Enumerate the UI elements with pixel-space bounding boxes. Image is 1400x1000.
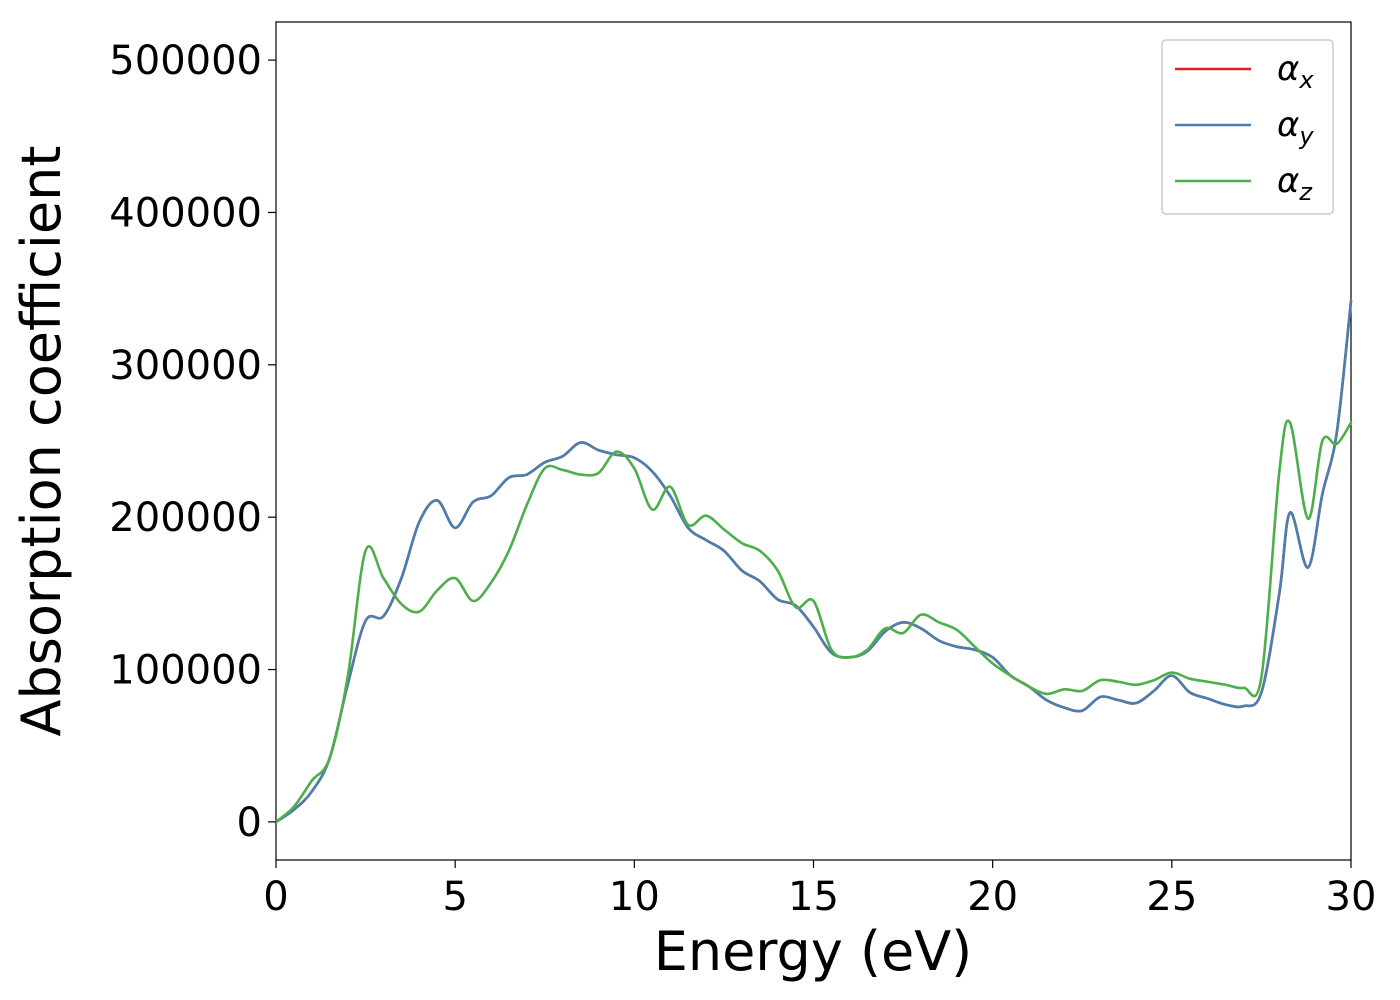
series-line-y bbox=[274, 299, 1353, 824]
x-tick-label: 30 bbox=[1326, 874, 1377, 920]
legend-box bbox=[1161, 39, 1334, 215]
legend-label-y: αy bbox=[1277, 105, 1314, 150]
x-tick-label: 20 bbox=[967, 874, 1018, 920]
x-tick-label: 0 bbox=[263, 874, 288, 920]
y-axis-ticks: 0 100000 200000 300000 400000 500000 bbox=[109, 38, 276, 846]
legend-label-z: αz bbox=[1277, 161, 1313, 206]
series-layer bbox=[274, 299, 1353, 824]
legend-label-x: αx bbox=[1277, 49, 1314, 94]
y-tick-label: 500000 bbox=[109, 38, 262, 84]
x-tick-label: 25 bbox=[1146, 874, 1197, 920]
x-axis-ticks: 0 5 10 15 20 25 30 bbox=[263, 860, 1376, 920]
y-tick-label: 0 bbox=[237, 800, 262, 846]
y-tick-label: 300000 bbox=[109, 343, 262, 389]
series-line-z bbox=[274, 419, 1353, 824]
x-axis-title: Energy (eV) bbox=[654, 920, 973, 983]
y-tick-label: 200000 bbox=[109, 495, 262, 541]
x-tick-label: 5 bbox=[442, 874, 467, 920]
x-tick-label: 10 bbox=[609, 874, 660, 920]
legend: αx αy αz bbox=[1161, 39, 1334, 215]
x-tick-label: 15 bbox=[788, 874, 839, 920]
y-tick-label: 400000 bbox=[109, 190, 262, 236]
y-tick-label: 100000 bbox=[109, 648, 262, 694]
y-axis-title: Absorption coefficient bbox=[10, 146, 73, 737]
